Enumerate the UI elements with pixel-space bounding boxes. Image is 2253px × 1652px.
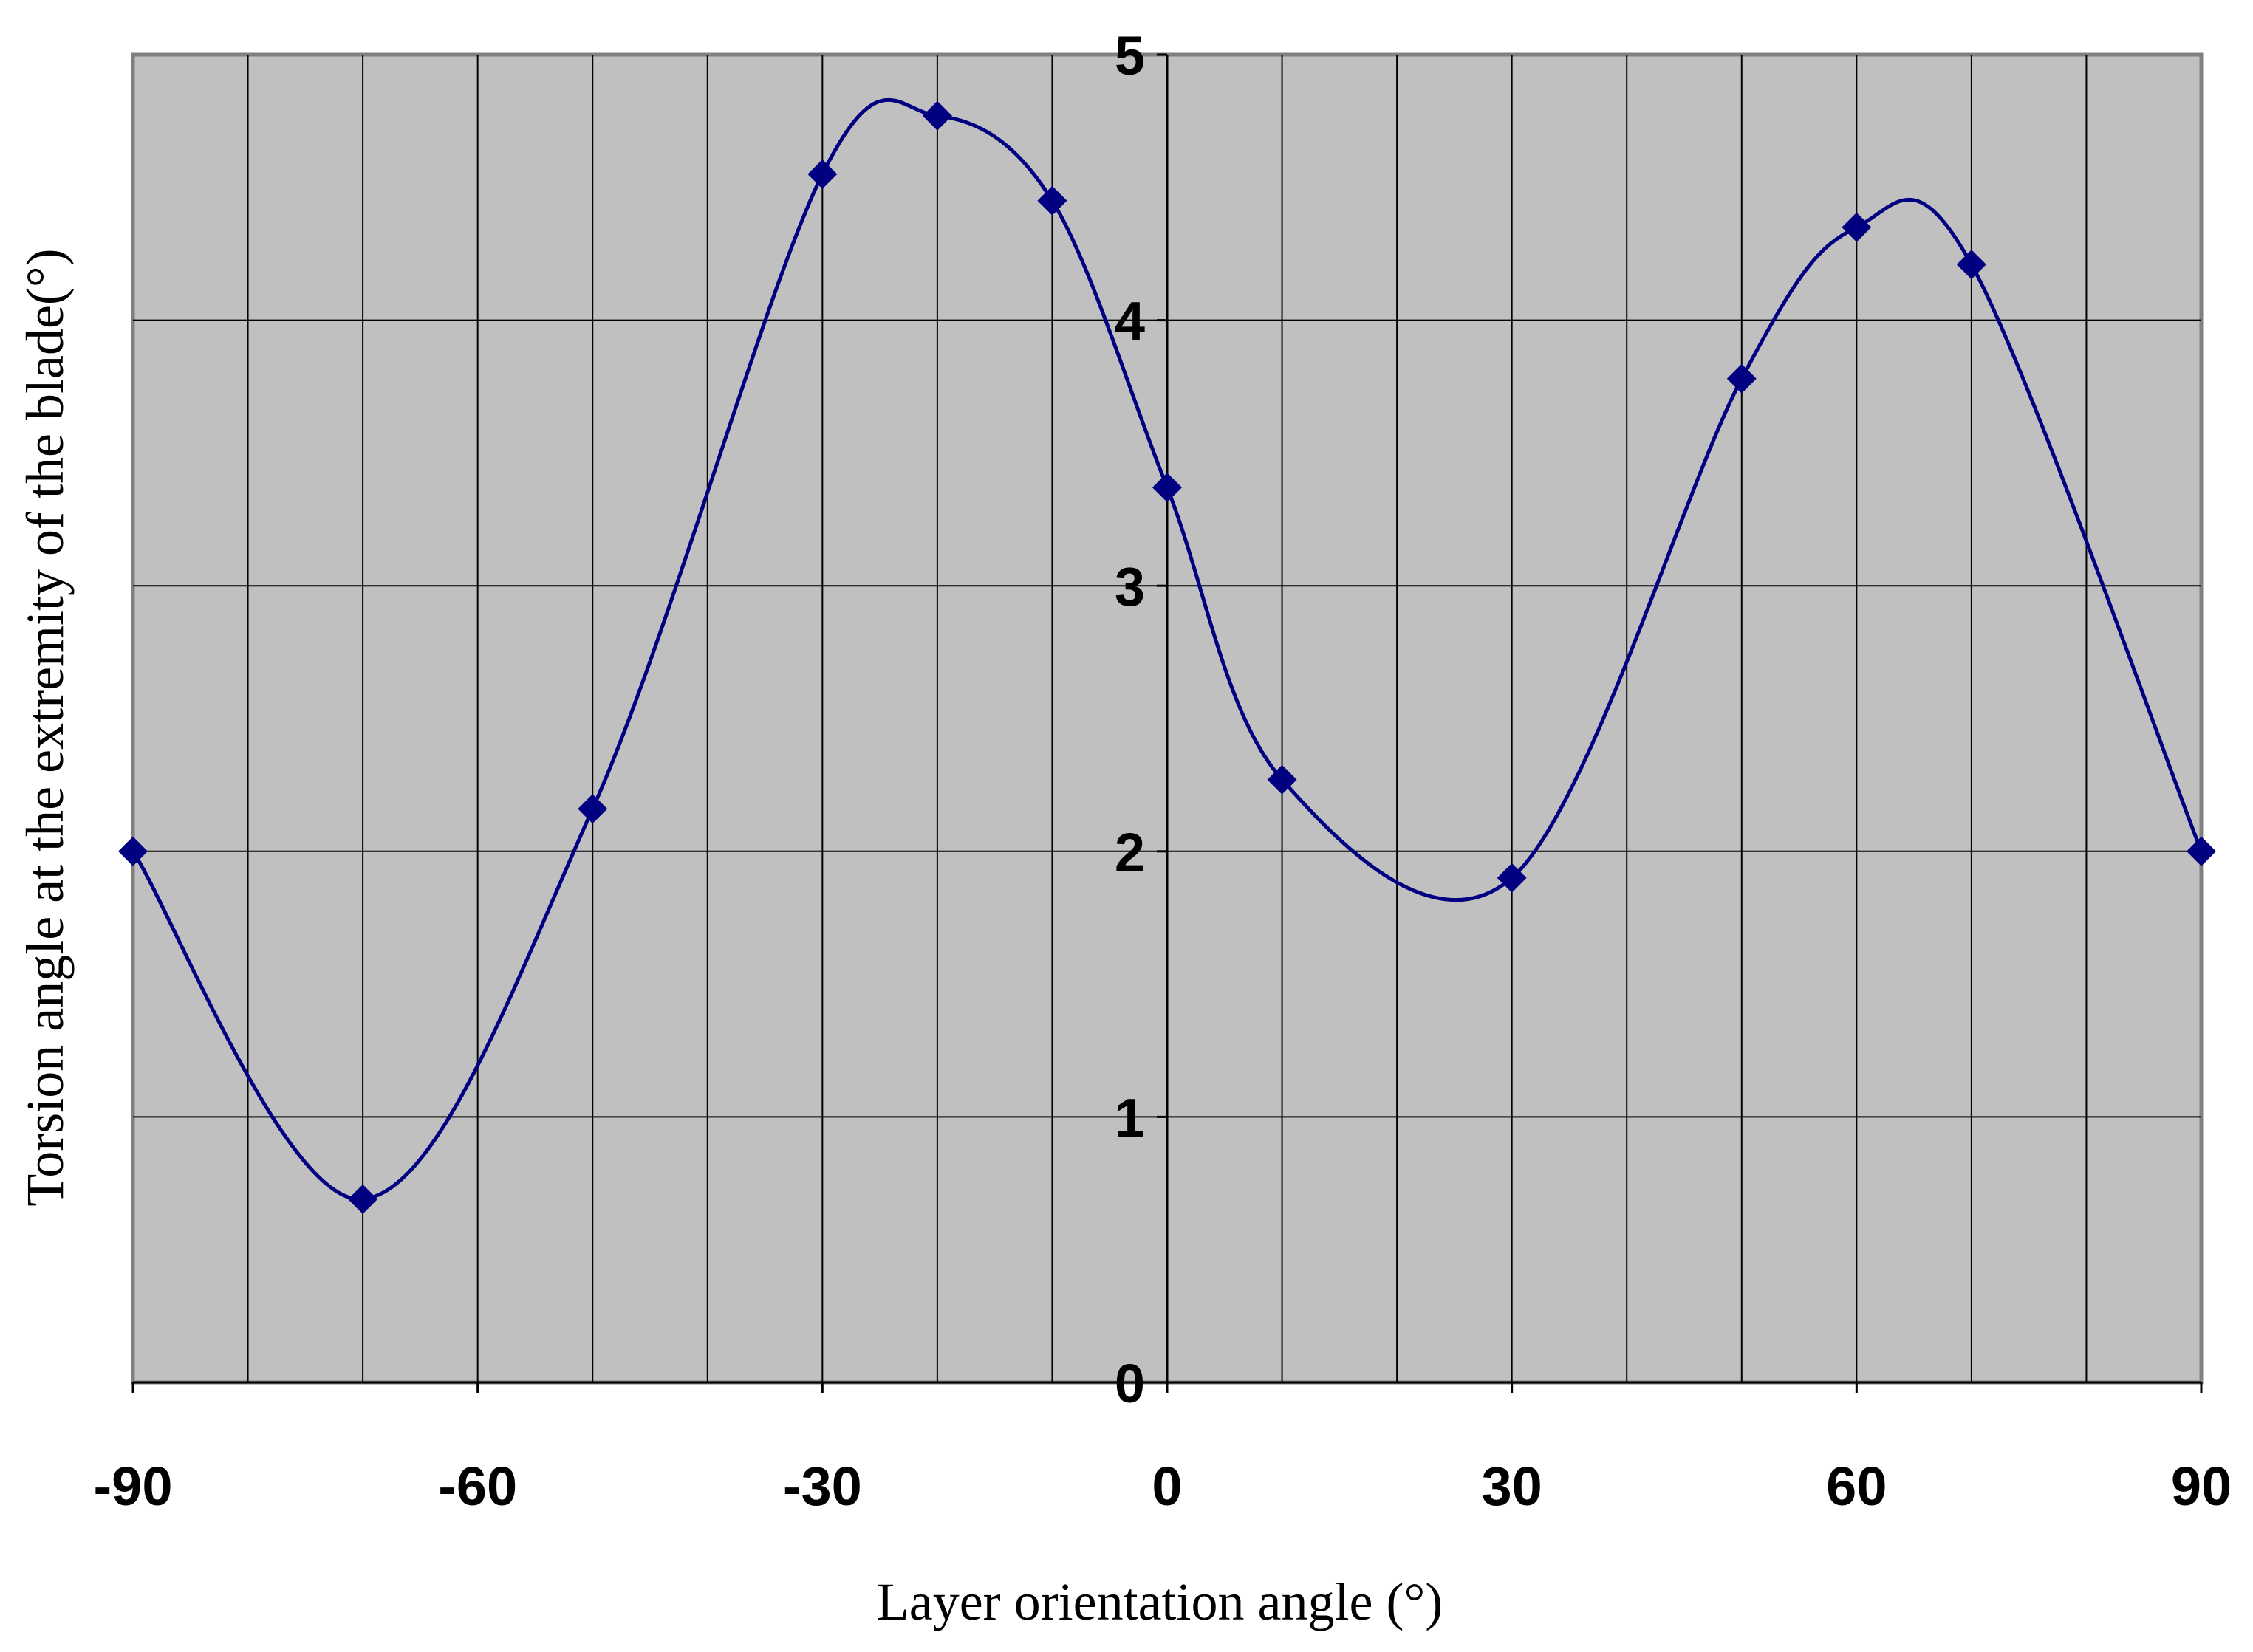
x-tick-label: 60 bbox=[1826, 1456, 1887, 1517]
x-tick-label: 90 bbox=[2171, 1456, 2232, 1517]
data-point bbox=[348, 1184, 378, 1214]
data-point bbox=[807, 159, 838, 189]
y-tick-label: 1 bbox=[1115, 1087, 1145, 1148]
tick-labels: -90 -60 -30 0 30 60 90 0 1 2 3 4 5 bbox=[94, 25, 2232, 1517]
data-point bbox=[1842, 212, 1872, 242]
data-point bbox=[118, 836, 148, 866]
y-tick-label: 5 bbox=[1115, 25, 1145, 86]
x-tick-label: -90 bbox=[94, 1456, 173, 1517]
series-layer bbox=[118, 97, 2216, 1214]
x-tick-label: 0 bbox=[1152, 1456, 1182, 1517]
data-point bbox=[2187, 836, 2216, 866]
data-point bbox=[1497, 863, 1527, 893]
y-axis-title: Torsion angle at the extremity of the bl… bbox=[16, 248, 75, 1206]
x-tick-label: -30 bbox=[783, 1456, 862, 1517]
axes bbox=[131, 53, 2203, 1393]
data-point bbox=[578, 794, 608, 824]
y-tick-label: 4 bbox=[1115, 291, 1145, 352]
x-tick-label: 30 bbox=[1482, 1456, 1542, 1517]
data-point bbox=[1037, 185, 1067, 216]
data-point bbox=[1956, 250, 1986, 280]
x-axis-title: Layer orientation angle (°) bbox=[877, 1572, 1443, 1631]
data-point bbox=[922, 100, 952, 131]
data-point bbox=[1267, 764, 1297, 795]
x-tick-label: -60 bbox=[438, 1456, 517, 1517]
data-point bbox=[1726, 363, 1757, 394]
data-point bbox=[1152, 473, 1182, 503]
y-tick-label: 3 bbox=[1115, 556, 1145, 617]
y-tick-label: 2 bbox=[1115, 822, 1145, 883]
y-tick-label: 0 bbox=[1115, 1353, 1145, 1414]
